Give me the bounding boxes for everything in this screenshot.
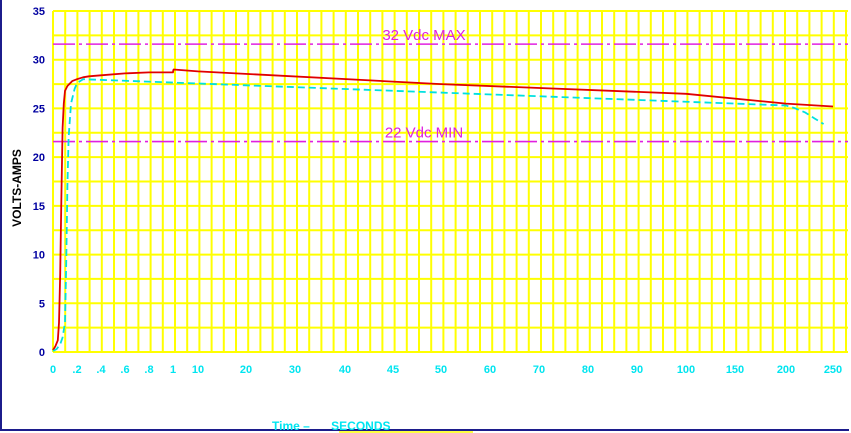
y-tick-label: 0	[39, 347, 45, 359]
y-tick-label: 25	[33, 103, 45, 115]
x-tick-label: 10	[192, 364, 204, 376]
x-tick-label: 20	[240, 364, 252, 376]
x-tick-label: 0	[50, 364, 56, 376]
x-tick-label: 50	[435, 364, 447, 376]
y-tick-label: 10	[33, 250, 45, 262]
x-tick-label: 150	[726, 364, 744, 376]
x-tick-label: 45	[387, 364, 399, 376]
x-tick-label: 250	[824, 364, 842, 376]
y-tick-label: 15	[33, 201, 45, 213]
y-axis-title: VOLTS-AMPS	[10, 149, 24, 227]
x-tick-label: .4	[96, 364, 106, 376]
y-tick-label: 20	[33, 152, 45, 164]
limit-label-1: 22 Vdc MIN	[385, 125, 463, 142]
y-tick-label: 35	[33, 6, 45, 18]
y-axis-ticks: 0 5 10 15 20 25 30 35	[33, 6, 45, 359]
x-tick-label: 1	[170, 364, 176, 376]
x-tick-label: .6	[120, 364, 129, 376]
grid	[52, 10, 848, 353]
x-tick-label: 40	[339, 364, 351, 376]
x-tick-label: 70	[533, 364, 545, 376]
x-axis-ticks: 0 .2 .4 .6 .8 1 10 20 30 40 45 50 60 70 80 90 100 150 200 2…	[50, 364, 842, 376]
y-tick-label: 5	[39, 298, 45, 310]
y-tick-label: 30	[33, 55, 45, 67]
x-tick-label: 80	[582, 364, 594, 376]
series-line-1	[52, 78, 825, 352]
limit-lines: 32 Vdc MAX 22 Vdc MIN	[53, 27, 848, 143]
x-tick-label: 200	[777, 364, 795, 376]
series-line-0	[52, 68, 834, 351]
x-axis-title-unit: SECONDS	[331, 419, 390, 433]
series-lines	[52, 68, 834, 352]
x-tick-label: 30	[289, 364, 301, 376]
x-tick-label: 60	[484, 364, 496, 376]
limit-label-0: 32 Vdc MAX	[382, 27, 465, 44]
x-tick-label: .2	[72, 364, 81, 376]
x-axis-title: Time – SECONDS	[272, 419, 391, 433]
x-tick-label: 100	[677, 364, 695, 376]
x-tick-label: .8	[144, 364, 153, 376]
x-tick-label: 90	[631, 364, 643, 376]
x-axis-title-prefix: Time –	[272, 419, 310, 433]
